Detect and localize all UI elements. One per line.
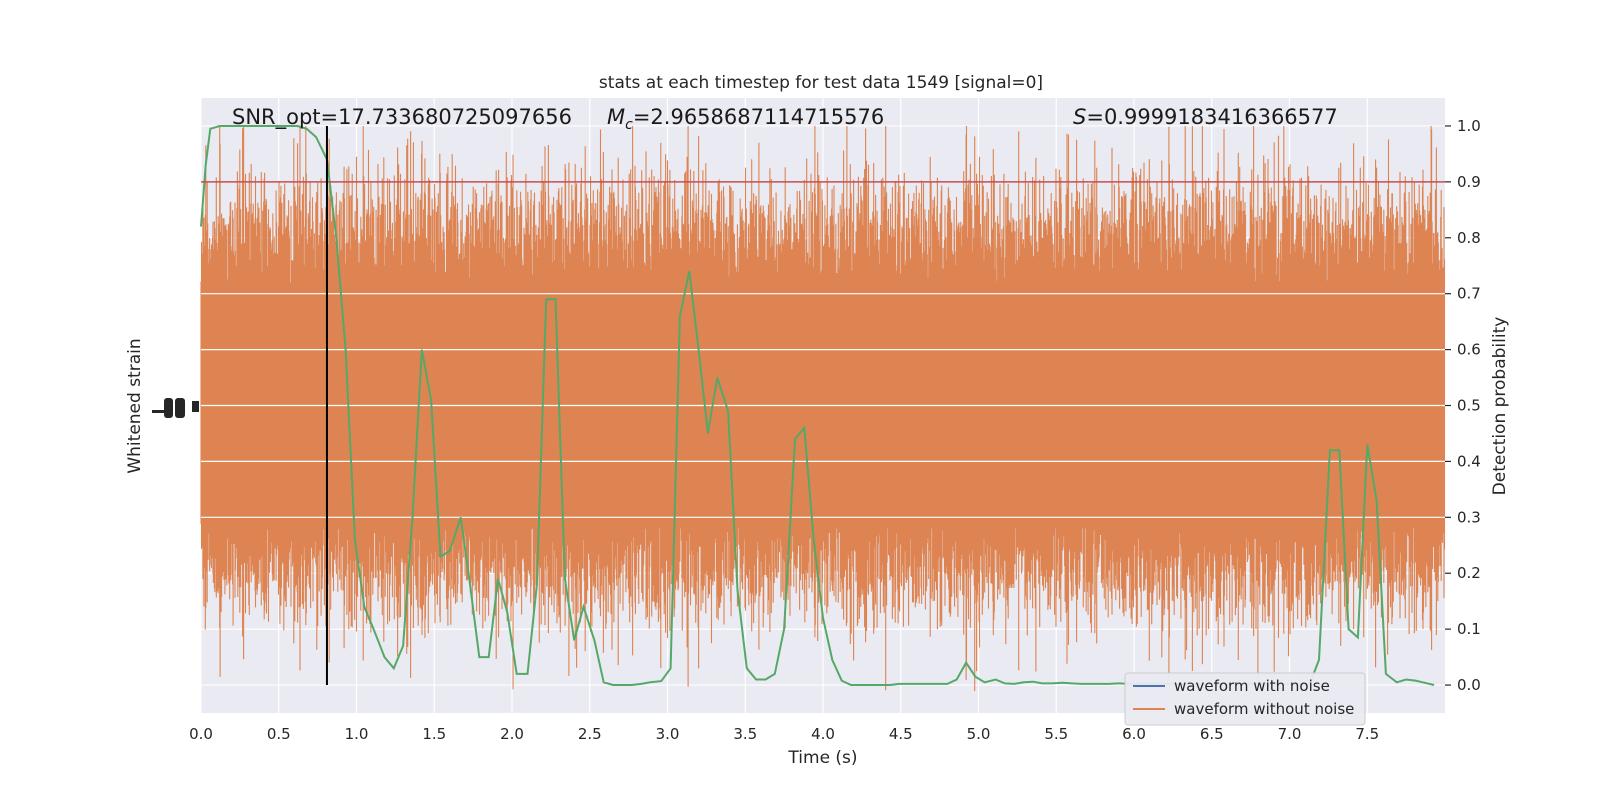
x-tick-label: 7.0 bbox=[1278, 725, 1302, 743]
x-tick-label: 5.5 bbox=[1044, 725, 1068, 743]
s-annotation: S=0.9999183416366577 bbox=[1073, 105, 1338, 129]
strain-band bbox=[200, 126, 1446, 691]
y-axis-label-right: Detection probability bbox=[1490, 317, 1510, 496]
x-tick-label: 4.0 bbox=[811, 725, 835, 743]
x-tick-label: 6.5 bbox=[1200, 725, 1224, 743]
x-tick-label: 3.5 bbox=[733, 725, 757, 743]
x-tick-label: 3.0 bbox=[656, 725, 680, 743]
x-tick-label: 7.5 bbox=[1355, 725, 1379, 743]
mc-symbol: M bbox=[607, 105, 625, 129]
mc-value: =2.9658687114715576 bbox=[633, 105, 884, 129]
snr-annotation: SNR_opt=17.733680725097656 bbox=[232, 105, 572, 130]
x-tick-label: 2.5 bbox=[578, 725, 602, 743]
y-tick-label: 0.1 bbox=[1457, 620, 1481, 638]
y-tick-label: 1.0 bbox=[1457, 117, 1481, 135]
y-tick-label: 0.0 bbox=[1457, 676, 1481, 694]
x-tick-label: 0.0 bbox=[189, 725, 213, 743]
s-symbol: S bbox=[1073, 105, 1086, 129]
y-tick-label: 0.8 bbox=[1457, 229, 1481, 247]
legend-label-noise: waveform with noise bbox=[1174, 677, 1330, 695]
chart-title: stats at each timestep for test data 154… bbox=[599, 73, 1043, 93]
left-axis-clutter bbox=[152, 398, 199, 418]
x-tick-label: 2.0 bbox=[500, 725, 524, 743]
legend-box bbox=[1124, 672, 1366, 726]
x-tick-label: 1.0 bbox=[345, 725, 369, 743]
y-tick-label: 0.5 bbox=[1457, 397, 1481, 415]
x-tick-label: 1.5 bbox=[422, 725, 446, 743]
legend-label-clean: waveform without noise bbox=[1174, 700, 1354, 718]
chirp-mass-annotation: Mc=2.9658687114715576 bbox=[607, 105, 884, 133]
s-value: =0.9999183416366577 bbox=[1086, 105, 1337, 129]
y-tick-label: 0.3 bbox=[1457, 508, 1481, 526]
x-ticks: 0.0 0.5 1.0 1.5 2.0 2.5 3.0 3.5 4.0 4.5 5.0 5.5 6.0 6… bbox=[189, 725, 1379, 743]
x-tick-label: 0.5 bbox=[267, 725, 291, 743]
y-tick-label: 0.7 bbox=[1457, 285, 1481, 303]
y-axis-label-left: Whitened strain bbox=[125, 338, 145, 473]
x-axis-label: Time (s) bbox=[787, 748, 857, 768]
x-tick-label: 6.0 bbox=[1122, 725, 1146, 743]
y-tick-label: 0.2 bbox=[1457, 564, 1481, 582]
mc-subscript: c bbox=[625, 117, 633, 133]
y-ticks: 0.0 0.1 0.2 0.3 0.4 0.5 0.6 0.7 0.8 0.9 1.0 bbox=[1445, 117, 1481, 694]
x-tick-label: 4.5 bbox=[889, 725, 913, 743]
y-tick-label: 0.6 bbox=[1457, 341, 1481, 359]
x-tick-label: 5.0 bbox=[967, 725, 991, 743]
y-tick-label: 0.9 bbox=[1457, 173, 1481, 191]
y-tick-label: 0.4 bbox=[1457, 452, 1481, 470]
legend: waveform with noise waveform without noi… bbox=[1124, 672, 1366, 726]
